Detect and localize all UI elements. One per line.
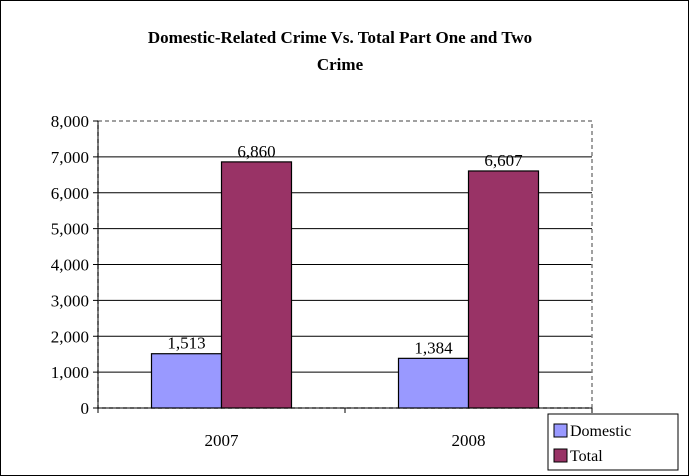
chart-title-line-2: Crime (317, 55, 364, 74)
plot-area-border (97, 120, 593, 409)
legend-label-domestic: Domestic (570, 423, 631, 440)
y-tick-label: 6,000 (51, 184, 89, 203)
bar-total-2008 (467, 170, 540, 409)
y-tick-label: 0 (81, 399, 90, 418)
y-tick-label: 5,000 (51, 220, 89, 239)
data-label-domestic-2007: 1,513 (167, 334, 205, 353)
y-tick-label: 2,000 (51, 327, 89, 346)
y-tick-label: 1,000 (51, 363, 89, 382)
legend-swatch-total (553, 448, 568, 463)
y-tick-label: 3,000 (51, 291, 89, 310)
legend: Domestic Total (547, 413, 679, 471)
x-axis-ticks: 2007 2008 (205, 431, 486, 450)
data-label-total-2008: 6,607 (484, 151, 523, 170)
x-tick-label: 2008 (452, 431, 486, 450)
data-labels: 1,513 6,860 1,384 6,607 (167, 142, 523, 357)
bar-domestic-2008 (397, 357, 470, 409)
y-tick-label: 4,000 (51, 256, 89, 275)
data-label-total-2007: 6,860 (237, 142, 275, 161)
y-tick-label: 7,000 (51, 148, 89, 167)
chart-title-line-1: Domestic-Related Crime Vs. Total Part On… (148, 28, 532, 47)
legend-box (547, 413, 679, 471)
bar-domestic-2007 (150, 353, 223, 409)
legend-label-total: Total (570, 448, 603, 465)
legend-swatch-domestic (553, 423, 568, 438)
data-label-domestic-2008: 1,384 (414, 338, 453, 357)
bar-total-2007 (220, 161, 293, 409)
y-tick-label: 8,000 (51, 112, 89, 131)
bars (150, 161, 540, 409)
x-tick-label: 2007 (205, 431, 240, 450)
y-axis-ticks: 0 1,000 2,000 3,000 4,000 5,000 6,000 7,000 8,00… (51, 112, 89, 418)
